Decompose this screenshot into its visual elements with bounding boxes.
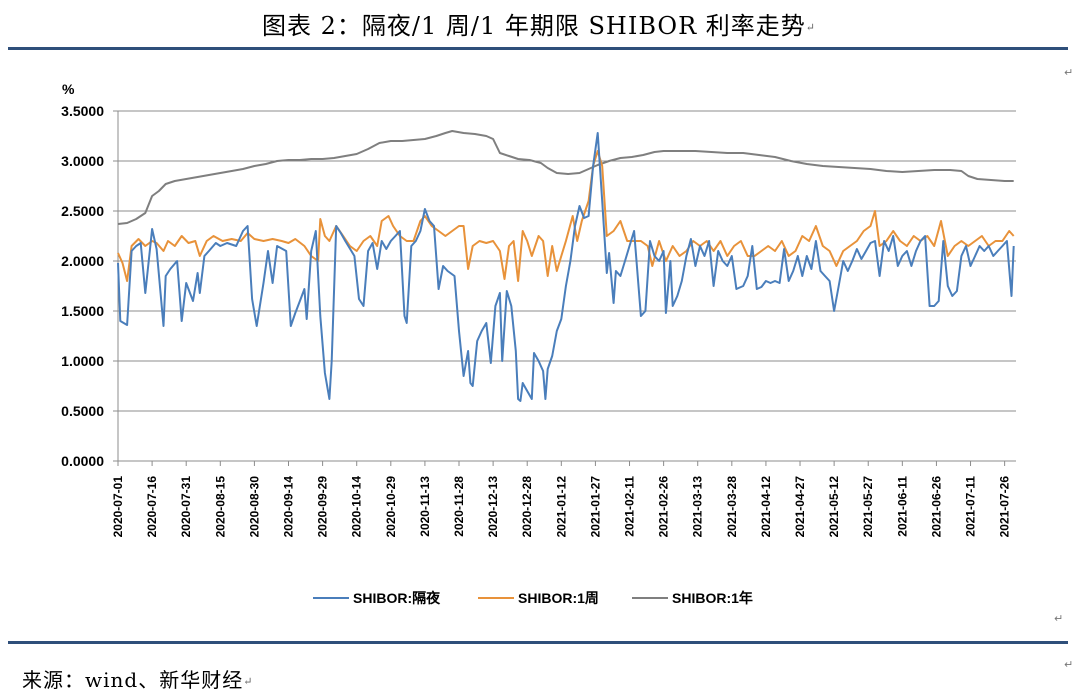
chart-gridlines <box>118 110 1016 412</box>
x-tick-label: 2021-04-27 <box>793 476 807 538</box>
y-tick-label: 0.0000 <box>61 453 104 469</box>
x-tick-label: 2020-09-29 <box>316 476 330 538</box>
x-tick-label: 2020-07-01 <box>111 476 125 538</box>
x-tick-label: 2020-08-15 <box>213 476 227 538</box>
chart-axes <box>117 111 1016 462</box>
x-tick-label: 2021-02-11 <box>623 476 637 537</box>
legend-label: SHIBOR:1周 <box>518 590 599 606</box>
page-title: 图表 2：隔夜/1 周/1 年期限 SHIBOR 利率走势↵ <box>261 12 817 40</box>
paragraph-mark: ↵ <box>1054 612 1064 625</box>
y-tick-label: 2.0000 <box>61 253 104 269</box>
y-axis-ticks: 0.0000 0.5000 1.0000 1.5000 2.0000 2.5000 3.00… <box>61 103 118 469</box>
x-tick-label: 2021-06-11 <box>895 476 909 537</box>
y-tick-label: 0.5000 <box>61 403 104 419</box>
x-tick-label: 2020-10-29 <box>384 476 398 538</box>
y-tick-label: 3.0000 <box>61 153 104 169</box>
x-tick-label: 2021-03-28 <box>725 476 739 538</box>
legend-label: SHIBOR:隔夜 <box>353 590 441 606</box>
series-line-1year <box>117 130 1014 225</box>
x-tick-label: 2020-07-16 <box>145 476 159 538</box>
y-tick-label: 2.5000 <box>61 203 104 219</box>
source-note: 来源：wind、新华财经↵ <box>22 668 254 692</box>
x-tick-label: 2021-07-11 <box>964 476 978 537</box>
paragraph-mark: ↵ <box>1064 658 1074 671</box>
chart-legend: SHIBOR:隔夜 SHIBOR:1周 SHIBOR:1年 <box>313 590 753 606</box>
x-tick-label: 2020-07-31 <box>179 476 193 538</box>
footer-rule <box>8 641 1068 644</box>
title-rule <box>8 47 1068 50</box>
x-tick-label: 2020-11-13 <box>418 476 432 537</box>
x-tick-label: 2021-03-13 <box>691 476 705 538</box>
x-tick-label: 2020-12-13 <box>486 476 500 538</box>
x-tick-label: 2021-01-12 <box>554 476 568 538</box>
shibor-line-chart: 0.0000 0.5000 1.0000 1.5000 2.0000 2.5000 3.00… <box>61 81 1016 606</box>
x-tick-label: 2020-09-14 <box>282 476 296 538</box>
paragraph-mark: ↵ <box>1064 66 1074 79</box>
x-tick-label: 2021-05-27 <box>861 476 875 538</box>
y-tick-label: 1.5000 <box>61 303 104 319</box>
x-tick-label: 2021-07-26 <box>998 476 1012 538</box>
y-tick-label: 1.0000 <box>61 353 104 369</box>
x-tick-label: 2020-11-28 <box>452 476 466 537</box>
x-tick-label: 2021-05-12 <box>827 476 841 538</box>
y-axis-label: % <box>62 81 75 97</box>
series-line-overnight <box>117 132 1015 402</box>
legend-label: SHIBOR:1年 <box>672 590 753 606</box>
x-tick-label: 2021-04-12 <box>759 476 773 538</box>
series-line-1week <box>117 150 1015 282</box>
x-tick-label: 2021-02-26 <box>657 476 671 538</box>
y-tick-label: 3.5000 <box>61 103 104 119</box>
x-tick-label: 2021-01-27 <box>588 476 602 538</box>
paragraph-mark: ↵ <box>805 21 817 34</box>
x-tick-label: 2020-10-14 <box>350 476 364 538</box>
x-tick-label: 2020-12-28 <box>520 476 534 538</box>
x-tick-label: 2020-08-30 <box>247 476 261 538</box>
paragraph-mark: ↵ <box>243 675 254 688</box>
x-axis-ticks: 2020-07-01 2020-07-16 2020-07-31 2020-08-15… <box>111 461 1012 537</box>
x-tick-label: 2021-06-26 <box>929 476 943 538</box>
chart-series-lines <box>117 130 1015 402</box>
